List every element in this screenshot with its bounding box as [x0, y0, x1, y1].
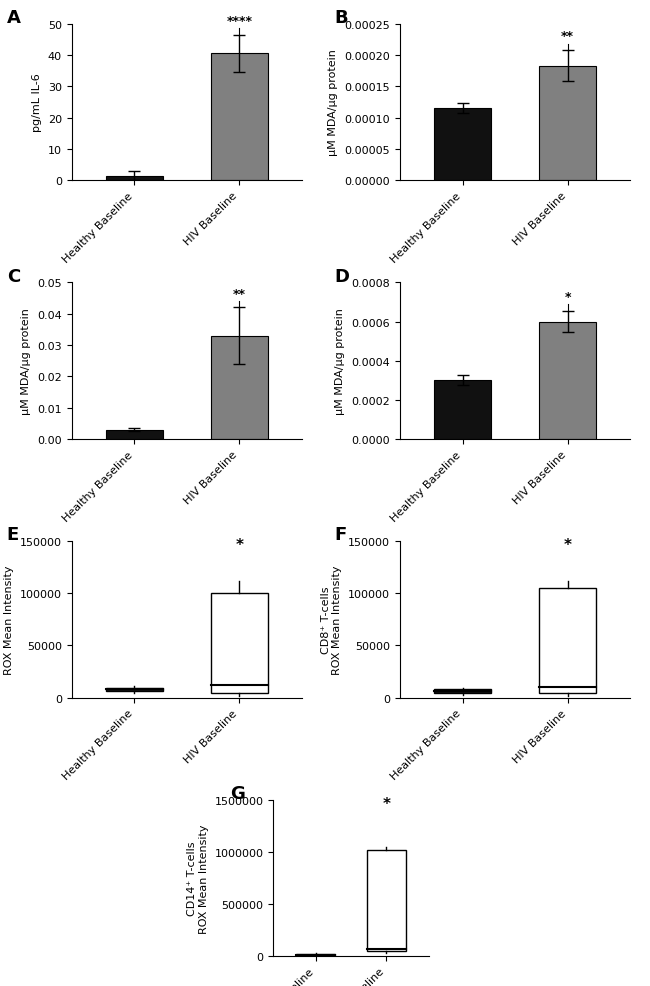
Bar [105, 176, 163, 181]
Y-axis label: CD8⁺ T-cells
ROX Mean Intensity: CD8⁺ T-cells ROX Mean Intensity [320, 565, 343, 674]
Text: *: * [564, 291, 571, 304]
Bar [211, 594, 268, 693]
Text: B: B [335, 9, 348, 27]
Text: E: E [6, 526, 19, 543]
Bar [367, 850, 406, 951]
Y-axis label: μM MDA/μg protein: μM MDA/μg protein [335, 308, 346, 415]
Text: C: C [6, 267, 20, 285]
Text: *: * [382, 796, 390, 810]
Text: *: * [564, 537, 571, 552]
Text: **: ** [561, 31, 574, 43]
Text: *: * [235, 537, 244, 552]
Bar [539, 67, 597, 181]
Bar [211, 54, 268, 181]
Bar [539, 589, 597, 693]
Y-axis label: pg/mL IL-6: pg/mL IL-6 [32, 74, 42, 132]
Y-axis label: CD14⁺ T-cells
ROX Mean Intensity: CD14⁺ T-cells ROX Mean Intensity [187, 823, 209, 933]
Text: A: A [6, 9, 21, 27]
Y-axis label: μM MDA/μg protein: μM MDA/μg protein [328, 49, 339, 157]
Y-axis label: μM MDA/μg protein: μM MDA/μg protein [21, 308, 31, 415]
Text: F: F [335, 526, 347, 543]
Bar [211, 336, 268, 440]
Bar [434, 381, 491, 440]
Bar [434, 109, 491, 181]
Bar [105, 688, 163, 691]
Bar [105, 430, 163, 440]
Y-axis label: CD4⁺ T-cells
ROX Mean Intensity: CD4⁺ T-cells ROX Mean Intensity [0, 565, 14, 674]
Text: G: G [230, 784, 245, 803]
Text: **: ** [233, 287, 246, 301]
Bar [539, 322, 597, 440]
Text: D: D [335, 267, 350, 285]
Bar [434, 689, 491, 693]
Text: ****: **** [226, 15, 252, 28]
Bar [296, 954, 335, 955]
